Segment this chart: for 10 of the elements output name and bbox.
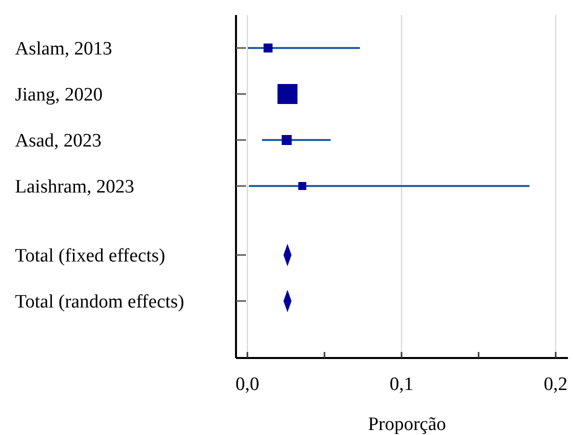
y-tick-label: Total (random effects): [15, 292, 184, 313]
y-tick-label: Aslam, 2013: [15, 38, 112, 60]
x-tick-label: 0,1: [390, 374, 414, 395]
y-tick-label: Laishram, 2023: [15, 176, 134, 198]
x-tick-label: 0,0: [236, 374, 260, 395]
y-tick-label: Total (fixed effects): [15, 246, 166, 267]
y-tick-label: Jiang, 2020: [15, 84, 103, 106]
x-axis-title: Proporção: [368, 414, 446, 435]
x-tick-label: 0,2: [544, 374, 568, 395]
y-tick-label: Asad, 2023: [15, 130, 102, 152]
